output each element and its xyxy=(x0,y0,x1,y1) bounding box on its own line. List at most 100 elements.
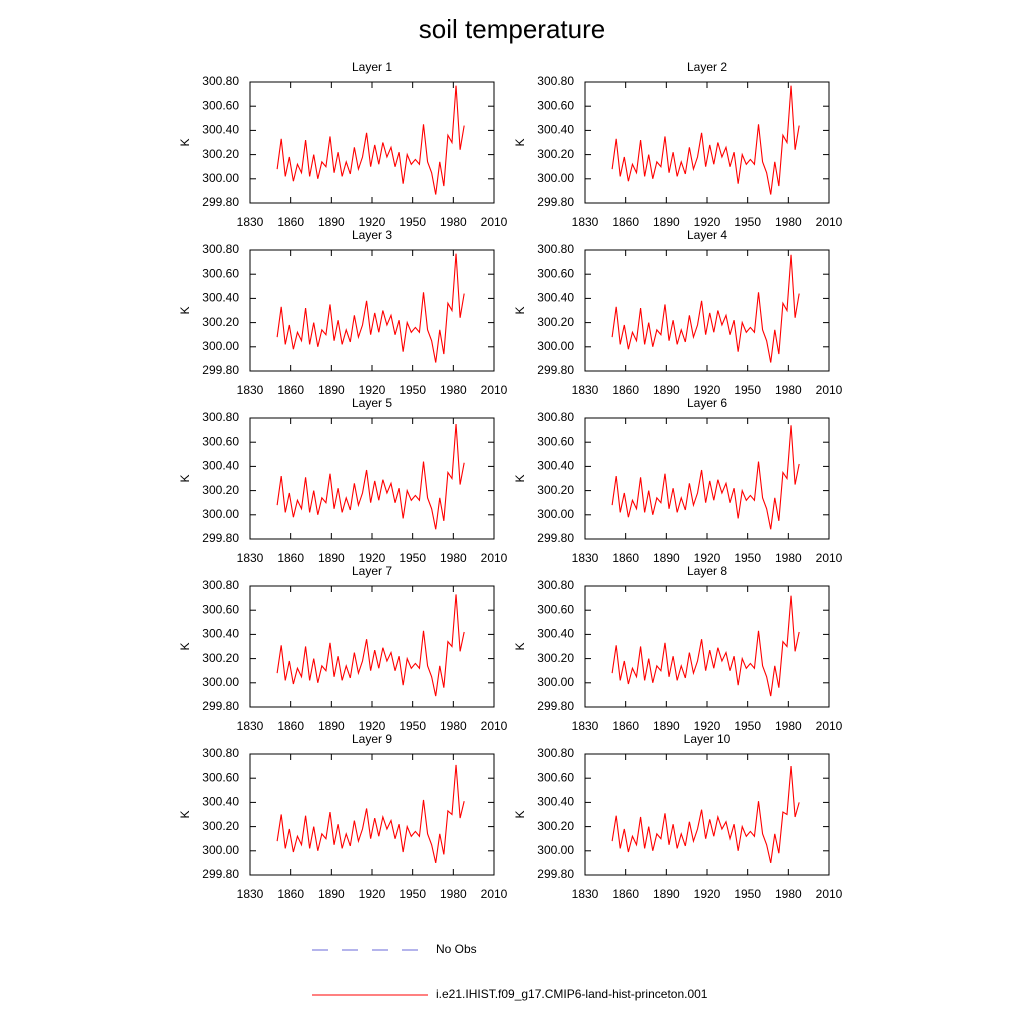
plot-frame xyxy=(249,417,495,540)
y-axis-label: K xyxy=(513,642,527,650)
x-tick-label: 1950 xyxy=(734,719,761,733)
x-tick-label: 1830 xyxy=(572,887,599,901)
x-tick-label: 1830 xyxy=(237,887,264,901)
x-tick-label: 1950 xyxy=(399,383,426,397)
y-tick-label: 300.00 xyxy=(537,171,574,185)
x-tick-label: 1860 xyxy=(612,551,639,565)
data-line xyxy=(611,766,800,864)
data-line xyxy=(611,254,800,363)
y-tick-label: 300.00 xyxy=(202,507,239,521)
panel-title: Layer 1 xyxy=(352,60,392,74)
y-tick-label: 300.80 xyxy=(202,74,239,88)
data-line xyxy=(276,85,465,195)
x-tick-label: 1890 xyxy=(318,551,345,565)
x-tick-label: 1920 xyxy=(359,215,386,229)
y-axis-label: K xyxy=(513,810,527,818)
y-tick-label: 300.20 xyxy=(537,819,574,833)
y-tick-label: 300.60 xyxy=(202,266,239,280)
panel-title: Layer 9 xyxy=(352,732,392,746)
plot-frame xyxy=(584,81,830,204)
x-tick-label: 1860 xyxy=(277,719,304,733)
x-tick-label: 1830 xyxy=(237,215,264,229)
x-tick-label: 1830 xyxy=(572,719,599,733)
x-tick-label: 1920 xyxy=(694,383,721,397)
x-tick-label: 1920 xyxy=(359,551,386,565)
x-tick-label: 1890 xyxy=(653,551,680,565)
x-tick-label: 1920 xyxy=(694,215,721,229)
x-tick-label: 1950 xyxy=(734,551,761,565)
x-tick-label: 1980 xyxy=(775,719,802,733)
y-axis-label: K xyxy=(513,474,527,482)
y-tick-label: 300.40 xyxy=(537,123,574,137)
y-tick-label: 300.40 xyxy=(202,291,239,305)
y-tick-label: 300.20 xyxy=(537,483,574,497)
y-tick-label: 300.00 xyxy=(202,843,239,857)
x-tick-label: 2010 xyxy=(816,383,843,397)
data-line xyxy=(276,424,465,530)
plot-frame xyxy=(249,81,495,204)
x-tick-label: 1890 xyxy=(653,383,680,397)
x-tick-label: 1950 xyxy=(399,887,426,901)
x-tick-label: 2010 xyxy=(481,551,508,565)
y-tick-label: 299.80 xyxy=(202,867,239,881)
y-tick-label: 300.40 xyxy=(202,795,239,809)
x-tick-label: 1860 xyxy=(277,551,304,565)
x-tick-label: 1890 xyxy=(318,383,345,397)
y-tick-label: 300.80 xyxy=(202,410,239,424)
y-tick-label: 300.60 xyxy=(537,602,574,616)
y-tick-label: 300.20 xyxy=(537,651,574,665)
x-tick-label: 1890 xyxy=(318,887,345,901)
x-tick-label: 2010 xyxy=(816,551,843,565)
y-tick-label: 300.60 xyxy=(537,266,574,280)
x-tick-label: 1980 xyxy=(440,551,467,565)
y-tick-label: 300.80 xyxy=(537,242,574,256)
x-tick-label: 1920 xyxy=(694,887,721,901)
y-tick-label: 299.80 xyxy=(537,699,574,713)
x-tick-label: 1860 xyxy=(277,215,304,229)
x-tick-label: 2010 xyxy=(481,887,508,901)
plot-frame xyxy=(584,585,830,708)
x-tick-label: 2010 xyxy=(481,383,508,397)
panel-title: Layer 7 xyxy=(352,564,392,578)
x-tick-label: 1980 xyxy=(440,887,467,901)
y-tick-label: 300.00 xyxy=(537,675,574,689)
x-tick-label: 1860 xyxy=(277,383,304,397)
y-tick-label: 300.00 xyxy=(202,339,239,353)
x-tick-label: 1980 xyxy=(775,215,802,229)
panel-title: Layer 3 xyxy=(352,228,392,242)
legend-label: No Obs xyxy=(436,942,477,956)
y-tick-label: 300.40 xyxy=(537,627,574,641)
x-tick-label: 1830 xyxy=(237,719,264,733)
x-tick-label: 1890 xyxy=(318,215,345,229)
y-tick-label: 300.00 xyxy=(537,843,574,857)
plot-frame xyxy=(584,753,830,876)
y-tick-label: 299.80 xyxy=(537,195,574,209)
y-tick-label: 300.80 xyxy=(537,746,574,760)
panel-title: Layer 4 xyxy=(687,228,727,242)
panel-title: Layer 10 xyxy=(684,732,731,746)
y-tick-label: 299.80 xyxy=(202,195,239,209)
x-tick-label: 1950 xyxy=(734,383,761,397)
x-tick-label: 2010 xyxy=(481,215,508,229)
y-tick-label: 300.00 xyxy=(537,339,574,353)
data-line xyxy=(276,764,465,864)
legend-label: i.e21.IHIST.f09_g17.CMIP6-land-hist-prin… xyxy=(436,987,708,1001)
y-tick-label: 300.20 xyxy=(537,315,574,329)
panel-title: Layer 2 xyxy=(687,60,727,74)
y-tick-label: 300.40 xyxy=(537,795,574,809)
x-tick-label: 1950 xyxy=(399,215,426,229)
x-tick-label: 1860 xyxy=(612,215,639,229)
data-line xyxy=(276,253,465,363)
panel-title: Layer 6 xyxy=(687,396,727,410)
y-tick-label: 300.60 xyxy=(537,770,574,784)
y-tick-label: 300.80 xyxy=(537,410,574,424)
y-tick-label: 300.80 xyxy=(202,578,239,592)
y-tick-label: 300.60 xyxy=(202,602,239,616)
plot-frame xyxy=(249,753,495,876)
data-line xyxy=(611,85,800,195)
y-tick-label: 300.80 xyxy=(537,74,574,88)
x-tick-label: 2010 xyxy=(816,887,843,901)
y-tick-label: 300.20 xyxy=(537,147,574,161)
plot-frame xyxy=(249,585,495,708)
y-tick-label: 300.00 xyxy=(537,507,574,521)
